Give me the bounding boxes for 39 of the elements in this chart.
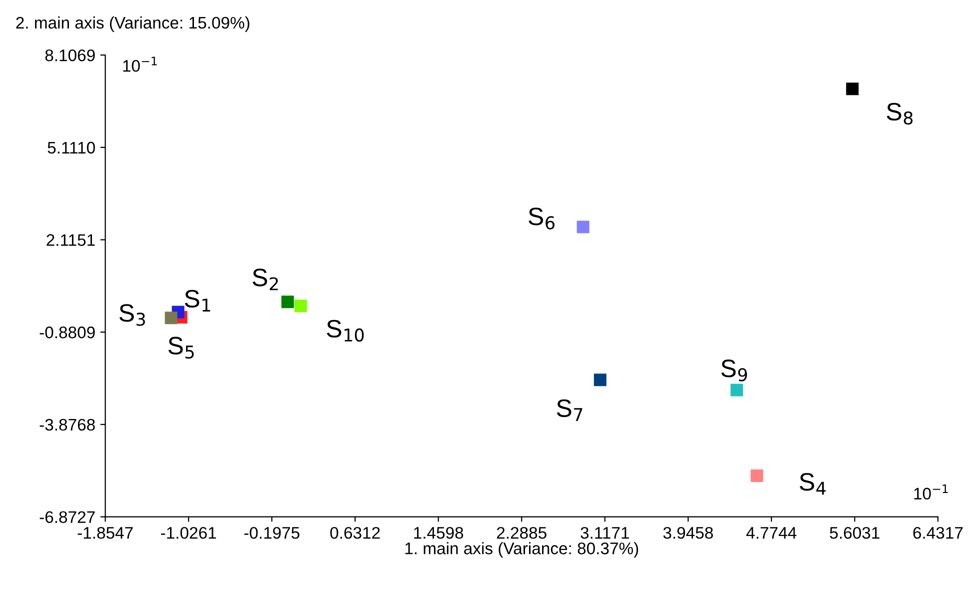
x-tick-label: -1.0261 <box>161 526 216 539</box>
x-axis-title: 1. main axis (Variance: 80.37%) <box>405 542 638 558</box>
series-label: S$_{6}$ <box>528 208 554 230</box>
y-tick-label: -6.8727 <box>40 511 95 524</box>
y-axis-title: 2. main axis (Variance: 15.09%) <box>16 16 250 32</box>
series-label: S$_{5}$ <box>168 336 194 359</box>
series-label: S$_{3}$ <box>119 304 145 326</box>
y-tick-label: -0.8809 <box>40 326 95 338</box>
point <box>846 82 859 96</box>
series-label: S$_{10}$ <box>326 320 364 342</box>
y-tick-label: 2.1151 <box>46 234 95 246</box>
series-label: S$_{4}$ <box>800 473 826 495</box>
point <box>294 300 307 312</box>
x-tick-label: 6.4317 <box>913 526 963 539</box>
x-tick-label: 0.6312 <box>330 526 380 539</box>
point <box>594 374 606 386</box>
x-tick-label: 4.7744 <box>746 527 796 539</box>
point <box>730 384 744 396</box>
point <box>281 296 294 308</box>
point <box>750 469 764 482</box>
series-label: S$_{8}$ <box>886 102 913 125</box>
annotation: 10$^{−1}$ <box>123 56 157 72</box>
y-tick-label: -3.8768 <box>40 418 95 431</box>
x-tick-label: 3.1171 <box>580 526 629 539</box>
x-tick-label: -0.1975 <box>244 526 300 539</box>
annotation: 10$^{−1}$ <box>914 484 948 500</box>
x-tick-label: 2.2885 <box>496 526 546 539</box>
y-tick-label: 8.1069 <box>45 49 95 62</box>
series-label: S$_{2}$ <box>252 268 278 290</box>
x-tick-label: -1.8547 <box>78 526 133 539</box>
point <box>164 312 178 324</box>
point <box>576 220 590 234</box>
y-tick-label: 5.1110 <box>48 142 95 154</box>
series-label: S$_{7}$ <box>556 399 582 421</box>
x-tick-label: 1.4598 <box>414 526 464 539</box>
series-label: S$_{1}$ <box>184 290 210 312</box>
x-tick-label: 3.9458 <box>663 526 713 539</box>
x-tick-label: 5.6031 <box>830 526 880 539</box>
series-label: S$_{9}$ <box>721 360 747 382</box>
